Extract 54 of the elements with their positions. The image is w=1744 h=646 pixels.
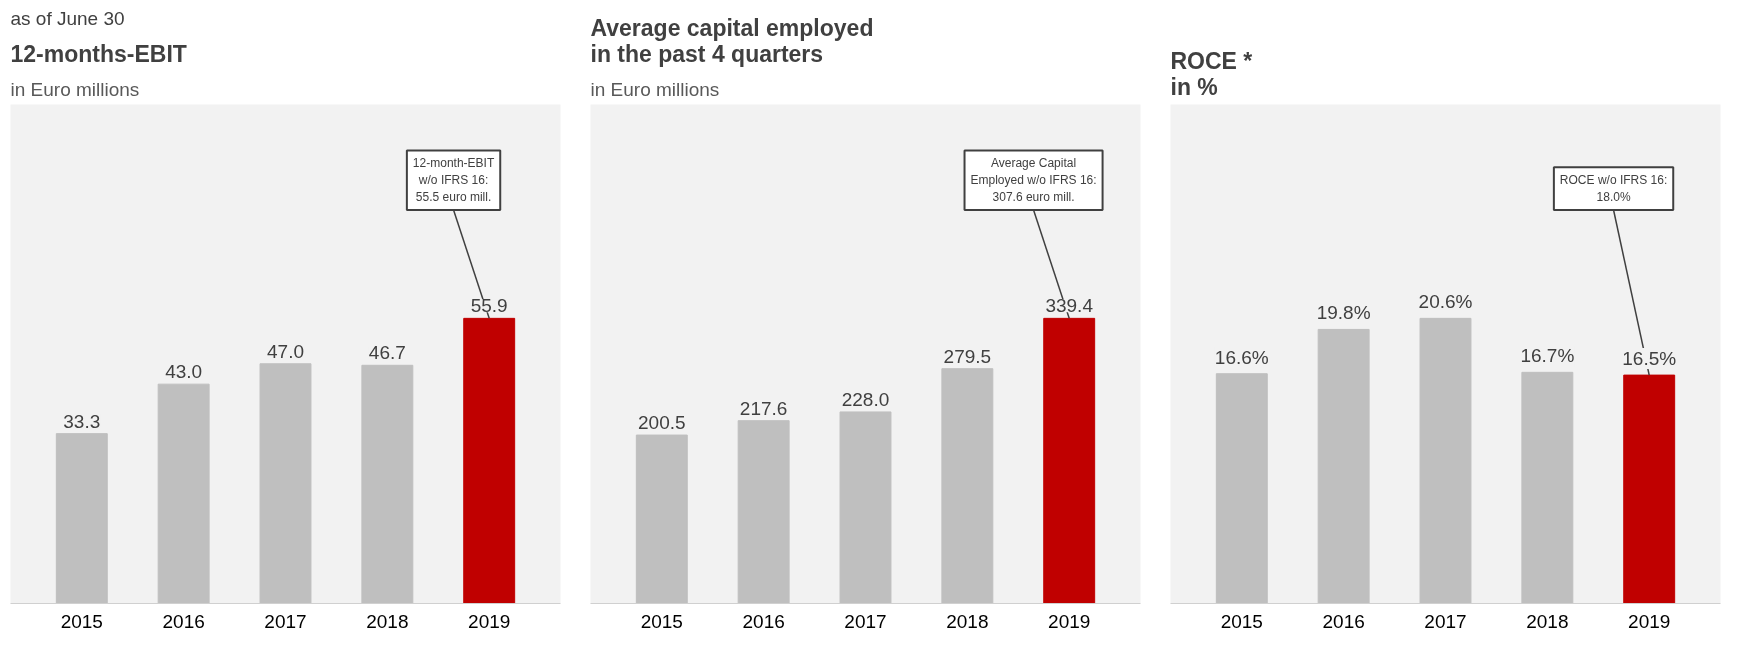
- bar: [941, 368, 994, 604]
- data-label: 217.6: [739, 397, 788, 419]
- x-tick-label: 2019: [468, 610, 511, 632]
- data-label: 339.4: [1045, 295, 1094, 317]
- x-tick-label: 2019: [1628, 610, 1671, 632]
- x-tick-label: 2016: [1322, 610, 1365, 632]
- annotation: 12-month-EBIT w/o IFRS 16: 55.5 euro mill.: [412, 156, 495, 204]
- bar: [1623, 374, 1676, 604]
- bar: [361, 364, 414, 604]
- data-label: 16.7%: [1520, 345, 1575, 367]
- data-label: 228.0: [841, 388, 890, 410]
- chart-subtitle: in Euro millions: [590, 78, 720, 100]
- x-tick-label: 2017: [1424, 610, 1467, 632]
- x-tick-label: 2016: [742, 610, 785, 632]
- data-label: 16.6%: [1214, 346, 1269, 368]
- data-label: 43.0: [165, 361, 203, 383]
- x-tick-label: 2015: [640, 610, 683, 632]
- x-tick-label: 2016: [162, 610, 205, 632]
- bar: [463, 317, 516, 604]
- annotation: Average Capital Employed w/o IFRS 16: 307.6 euro mill.: [970, 156, 1097, 204]
- x-tick-label: 2015: [60, 610, 103, 632]
- chart-title: 12-months-EBIT: [10, 40, 187, 67]
- data-label: 47.0: [267, 340, 304, 362]
- chart-title: ROCE * in %: [1170, 47, 1253, 100]
- data-label: 20.6%: [1418, 291, 1473, 313]
- x-tick-label: 2018: [366, 610, 409, 632]
- data-label: 55.9: [470, 295, 508, 317]
- data-label: 19.8%: [1316, 302, 1371, 324]
- text: as of June 30: [10, 7, 125, 29]
- x-tick-label: 2018: [946, 610, 989, 632]
- x-tick-label: 2018: [1526, 610, 1569, 632]
- bar: [1521, 371, 1574, 604]
- bar: [1043, 317, 1096, 604]
- chart-subtitle: in Euro millions: [10, 78, 140, 100]
- bar: [259, 363, 312, 604]
- bar: [157, 383, 210, 604]
- x-tick-label: 2017: [844, 610, 887, 632]
- data-label: 16.5%: [1622, 348, 1677, 370]
- bar: [1419, 317, 1472, 604]
- bar: [737, 420, 790, 604]
- x-tick-label: 2019: [1048, 610, 1091, 632]
- bar: [839, 411, 892, 604]
- data-label: 200.5: [638, 412, 686, 434]
- bar: [635, 434, 688, 604]
- x-tick-label: 2015: [1220, 610, 1263, 632]
- bar: [1215, 373, 1268, 604]
- data-label: 279.5: [943, 345, 992, 367]
- bar: [55, 433, 108, 604]
- annotation: ROCE w/o IFRS 16: 18.0%: [1559, 173, 1668, 204]
- chart-title: Average capital employed in the past 4 quarters: [590, 14, 874, 67]
- data-label: 46.7: [368, 342, 406, 364]
- bar: [1317, 328, 1370, 604]
- x-tick-label: 2017: [264, 610, 307, 632]
- data-label: 33.3: [63, 410, 101, 432]
